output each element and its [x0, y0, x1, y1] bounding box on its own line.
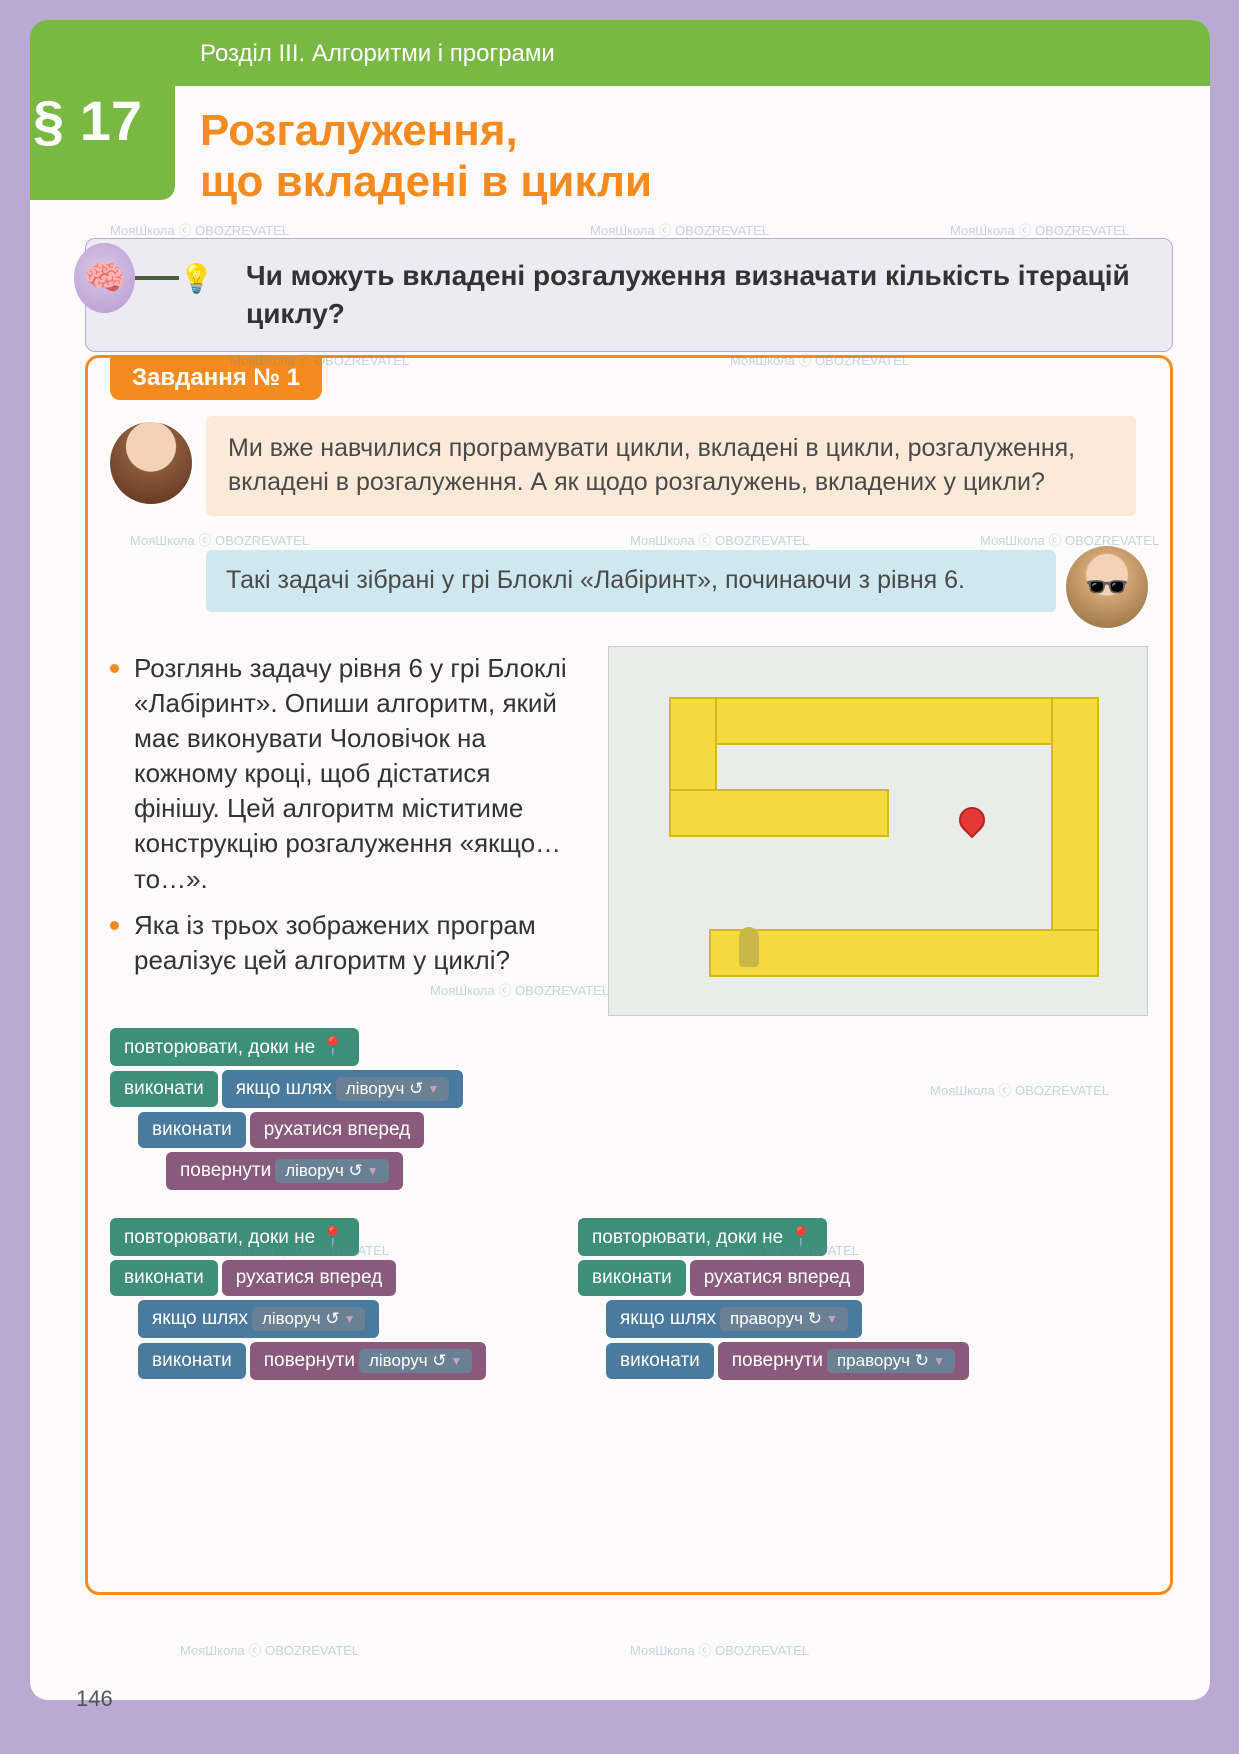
main-title: Розгалуження, що вкладені в цикли — [200, 106, 652, 207]
title-line-2: що вкладені в цикли — [200, 157, 652, 206]
watermark: МояШкола ⓒ OBOZREVATEL — [630, 1640, 809, 1659]
page: Розділ ІІІ. Алгоритми і програми § 17 Ро… — [30, 20, 1210, 1700]
code-block: рухатися вперед — [250, 1112, 424, 1148]
code-block: повторювати, доки не📍 — [110, 1028, 359, 1066]
chevron-down-icon: ▼ — [826, 1312, 838, 1326]
dropdown[interactable]: праворуч ↻▼ — [720, 1307, 848, 1331]
bullet-1: Розглянь задачу рівня 6 у грі Блоклі «Ла… — [134, 648, 580, 897]
code-block: повернутиліворуч ↺▼ — [250, 1342, 487, 1380]
pin-start-icon — [739, 927, 759, 967]
dropdown[interactable]: ліворуч ↺▼ — [252, 1307, 365, 1331]
chevron-down-icon: ▼ — [367, 1164, 379, 1178]
maze-diagram — [608, 646, 1148, 1016]
chevron-down-icon: ▼ — [344, 1312, 356, 1326]
code-row: виконатиповернутиліворуч ↺▼ — [138, 1342, 486, 1384]
task-frame: Завдання № 1 Ми вже навчилися програмува… — [85, 355, 1173, 1595]
code-block: виконати — [110, 1260, 218, 1296]
code-row: виконатиповернутиправоруч ↻▼ — [606, 1342, 969, 1384]
blockly-program-1: повторювати, доки не📍виконатиякщо шляхлі… — [110, 1028, 463, 1194]
code-block: виконати — [110, 1071, 218, 1107]
watermark: МояШкола ⓒ OBOZREVATEL — [950, 220, 1129, 239]
page-number: 146 — [76, 1686, 113, 1712]
code-block: якщо шляхліворуч ↺▼ — [138, 1300, 379, 1338]
code-row: якщо шляхліворуч ↺▼ — [138, 1300, 486, 1342]
code-row: повторювати, доки не📍 — [578, 1218, 969, 1260]
brain-bulb-icon: 🧠 💡 — [74, 233, 214, 323]
question-box: 🧠 💡 Чи можуть вкладені розгалуження визн… — [85, 238, 1173, 352]
chevron-down-icon: ▼ — [427, 1082, 439, 1096]
avatar-girl — [108, 420, 194, 506]
code-block: якщо шляхправоруч ↻▼ — [606, 1300, 862, 1338]
watermark: МояШкола ⓒ OBOZREVATEL — [590, 220, 769, 239]
bullet-2: Яка із трьох зображених програм реалізує… — [134, 905, 580, 978]
code-block: повернутиправоруч ↻▼ — [718, 1342, 969, 1380]
code-block: якщо шляхліворуч ↺▼ — [222, 1070, 463, 1108]
pin-icon: 📍 — [321, 1037, 345, 1058]
code-row: виконатирухатися вперед — [110, 1260, 486, 1300]
speech-bubble-1: Ми вже навчилися програмувати цикли, вкл… — [206, 416, 1136, 516]
code-row: повторювати, доки не📍 — [110, 1028, 463, 1070]
chapter-title: Розділ ІІІ. Алгоритми і програми — [200, 40, 555, 68]
code-block: рухатися вперед — [222, 1260, 396, 1296]
code-block: виконати — [606, 1343, 714, 1379]
pin-icon: 📍 — [321, 1227, 345, 1248]
bullet-list: Розглянь задачу рівня 6 у грі Блоклі «Ла… — [110, 648, 580, 986]
code-block: повторювати, доки не📍 — [578, 1218, 827, 1256]
dropdown[interactable]: ліворуч ↺▼ — [336, 1077, 449, 1101]
dropdown[interactable]: ліворуч ↺▼ — [275, 1159, 388, 1183]
section-tab: § 17 — [30, 20, 175, 200]
code-row: виконатирухатися вперед — [138, 1112, 463, 1152]
chevron-down-icon: ▼ — [933, 1354, 945, 1368]
question-text: Чи можуть вкладені розгалуження визначат… — [246, 257, 1152, 333]
code-row: якщо шляхправоруч ↻▼ — [606, 1300, 969, 1342]
blockly-program-2: повторювати, доки не📍виконатирухатися вп… — [110, 1218, 486, 1384]
blockly-program-3: повторювати, доки не📍виконатирухатися вп… — [578, 1218, 969, 1384]
code-row: виконатирухатися вперед — [578, 1260, 969, 1300]
code-row: виконатиякщо шляхліворуч ↺▼ — [110, 1070, 463, 1112]
dropdown[interactable]: праворуч ↻▼ — [827, 1349, 955, 1373]
dropdown[interactable]: ліворуч ↺▼ — [359, 1349, 472, 1373]
code-block: виконати — [138, 1112, 246, 1148]
section-number: § 17 — [33, 88, 142, 153]
code-block: виконати — [138, 1343, 246, 1379]
code-block: повернутиліворуч ↺▼ — [166, 1152, 403, 1190]
title-line-1: Розгалуження, — [200, 106, 518, 155]
code-row: повторювати, доки не📍 — [110, 1218, 486, 1260]
pin-finish-icon — [954, 802, 991, 839]
code-row: повернутиліворуч ↺▼ — [166, 1152, 463, 1194]
pin-icon: 📍 — [789, 1227, 813, 1248]
watermark: МояШкола ⓒ OBOZREVATEL — [180, 1640, 359, 1659]
speech-bubble-2: Такі задачі зібрані у грі Блоклі «Лабіри… — [206, 550, 1056, 612]
code-block: рухатися вперед — [690, 1260, 864, 1296]
chevron-down-icon: ▼ — [451, 1354, 463, 1368]
code-block: повторювати, доки не📍 — [110, 1218, 359, 1256]
avatar-boy: 🕶️ — [1064, 544, 1150, 630]
code-block: виконати — [578, 1260, 686, 1296]
task-badge: Завдання № 1 — [110, 356, 322, 400]
